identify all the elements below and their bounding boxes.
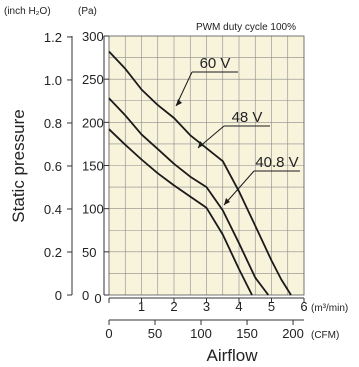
x-tick-label: 0 bbox=[94, 291, 101, 306]
x2-tick-label: 100 bbox=[190, 326, 212, 341]
series-group bbox=[108, 50, 292, 296]
y-tick-label: 200 bbox=[82, 115, 104, 130]
y2-tick-label: 1.2 bbox=[44, 30, 62, 45]
y-unit-label: (Pa) bbox=[78, 6, 97, 17]
chart-title: PWM duty cycle 100% bbox=[196, 22, 296, 33]
series-line bbox=[108, 128, 253, 296]
x-tick-label: 4 bbox=[235, 299, 242, 314]
x-tick-label: 3 bbox=[203, 299, 210, 314]
x2-unit-label: (CFM) bbox=[311, 330, 339, 341]
y-tick-label: 300 bbox=[82, 29, 104, 44]
series-arrowhead bbox=[198, 141, 204, 148]
x-tick-label: 1 bbox=[138, 299, 145, 314]
y-tick-label: 250 bbox=[82, 72, 104, 87]
x2-tick-label: 150 bbox=[236, 326, 258, 341]
series-arrowhead bbox=[224, 198, 230, 205]
series-arrowhead bbox=[176, 99, 182, 106]
x-axis-label: Airflow bbox=[206, 346, 258, 365]
series-line bbox=[108, 97, 270, 296]
x-tick-label: 5 bbox=[268, 299, 275, 314]
x-unit-label: (m³/min) bbox=[311, 303, 348, 314]
y-tick-label: 100 bbox=[82, 202, 104, 217]
x2-tick-label: 0 bbox=[105, 326, 112, 341]
series-label: 40.8 V bbox=[255, 154, 298, 171]
y-tick-label: 0 bbox=[82, 288, 89, 303]
series-label: 48 V bbox=[232, 109, 263, 126]
y2-tick-label: 0.6 bbox=[44, 159, 62, 174]
series-line bbox=[108, 50, 292, 296]
x2-tick-label: 200 bbox=[282, 326, 304, 341]
x-tick-label: 6 bbox=[300, 299, 307, 314]
y2-tick-label: 0.2 bbox=[44, 245, 62, 260]
y-tick-label: 50 bbox=[82, 245, 96, 260]
y2-tick-label: 0 bbox=[55, 288, 62, 303]
y2-tick-label: 1.0 bbox=[44, 73, 62, 88]
series-label: 60 V bbox=[200, 55, 231, 72]
labels-group: 60 V 48 V 40.8 V bbox=[175, 55, 300, 206]
x2-tick-label: 50 bbox=[148, 326, 162, 341]
y2-tick-label: 0.8 bbox=[44, 116, 62, 131]
y2-tick-label: 0.4 bbox=[44, 202, 62, 217]
y-tick-label: 150 bbox=[82, 159, 104, 174]
x-tick-label: 2 bbox=[170, 299, 177, 314]
y2-unit-label: (inch H₂O) bbox=[4, 6, 51, 17]
y-axis-label: Static pressure bbox=[9, 109, 28, 222]
series-leader-line bbox=[223, 170, 255, 206]
